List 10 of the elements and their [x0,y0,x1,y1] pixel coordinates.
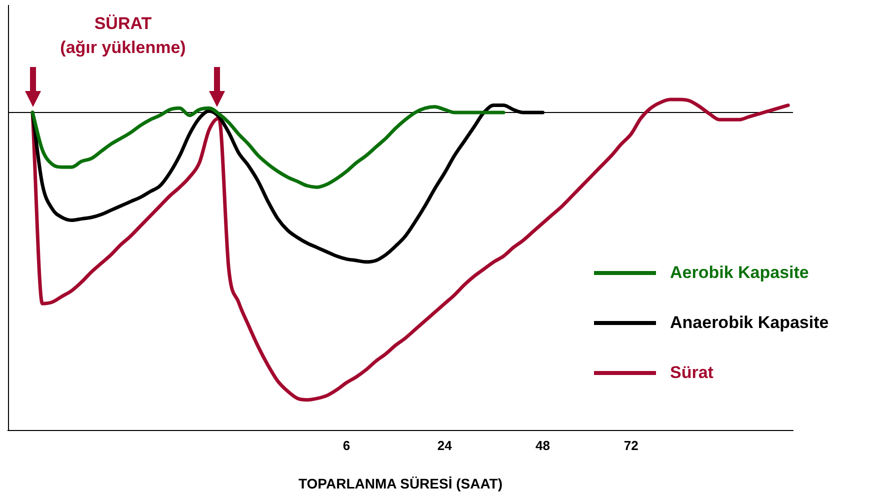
x-tick-label: 6 [342,438,350,453]
x-tick-label: 24 [437,438,453,453]
x-tick-label: 48 [536,438,550,453]
legend-label: Aerobik Kapasite [670,263,809,283]
legend-label: Anaerobik Kapasite [670,313,829,333]
text: (ağır yüklenme) [59,38,187,58]
x-axis-title: TOPARLANMA SÜRESİ (SAAT) [298,475,503,492]
x-tick-label: 72 [624,438,638,453]
legend-label: Sürat [670,363,714,383]
text: SÜRAT [93,14,153,34]
